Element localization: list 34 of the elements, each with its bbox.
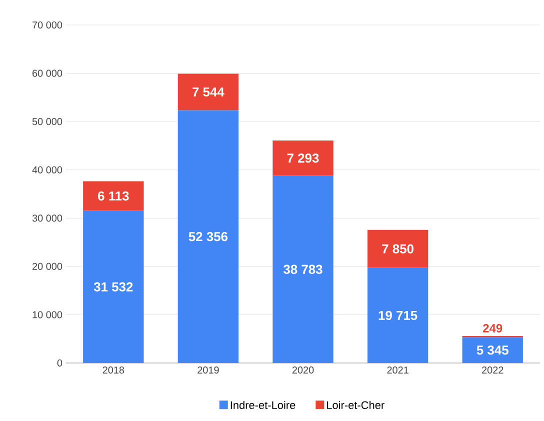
bar	[178, 74, 239, 110]
bar	[178, 110, 239, 363]
y-tick-label: 50 000	[32, 118, 62, 126]
bar	[462, 337, 523, 363]
data-label: 7 293	[287, 154, 319, 163]
data-label: 7 850	[382, 244, 414, 254]
bar	[272, 176, 334, 363]
bar	[272, 140, 334, 176]
data-label: 19 715	[378, 310, 418, 320]
bar	[367, 230, 428, 268]
x-tick-label: 2022	[482, 366, 504, 374]
legend-label: Indre-et-Loire	[230, 400, 296, 410]
data-label: 6 113	[98, 191, 129, 201]
y-tick-label: 40 000	[32, 166, 62, 174]
y-tick-label: 10 000	[32, 311, 62, 318]
x-tick-label: 2019	[198, 366, 219, 374]
data-label: 52 356	[188, 232, 228, 242]
bar	[83, 181, 144, 211]
legend-label: Loir-et-Cher	[327, 400, 384, 410]
data-label: 31 532	[94, 282, 133, 292]
bar	[367, 268, 428, 363]
y-tick-label: 60 000	[32, 70, 62, 77]
data-label: 5 345	[476, 345, 508, 355]
y-tick-label: 20 000	[32, 262, 62, 270]
y-tick-label: 70 000	[32, 21, 62, 29]
y-tick-label: 0	[57, 359, 62, 367]
x-tick-label: 2020	[292, 366, 314, 374]
y-tick-label: 30 000	[32, 214, 62, 222]
x-tick-label: 2021	[387, 366, 408, 374]
x-tick-label: 2018	[102, 366, 124, 374]
data-label: 7 544	[192, 87, 224, 96]
data-label: 38 783	[283, 264, 322, 274]
bar	[83, 210, 144, 363]
data-label: 249	[483, 324, 502, 332]
